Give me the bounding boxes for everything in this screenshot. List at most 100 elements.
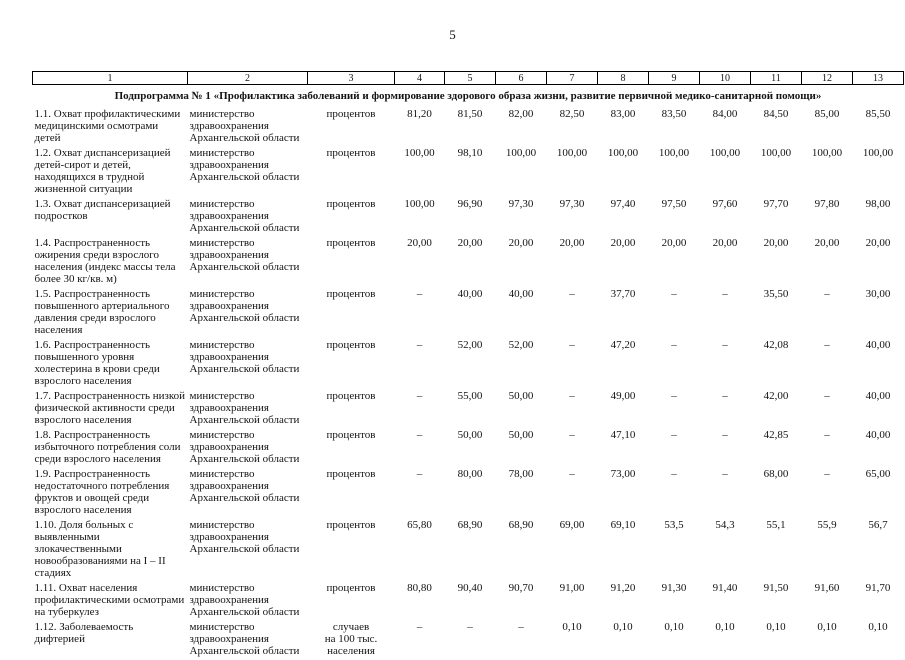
value-cell: –	[569, 288, 575, 300]
indicator-cell: 1.4. Распространенность ожирения среди в…	[34, 237, 176, 285]
value-cell: 20,00	[814, 237, 840, 249]
column-number-cell: 8	[597, 71, 649, 85]
value-cell: –	[569, 390, 575, 402]
table-row: 1.7. Распространенность низкой физическо…	[33, 390, 904, 429]
value-cell: –	[671, 339, 677, 351]
value-cell: 69,00	[559, 519, 585, 531]
value-cell: 91,00	[559, 582, 585, 594]
value-cell: 96,90	[457, 198, 483, 210]
value-cell: 85,00	[814, 108, 840, 120]
value-cell: –	[416, 429, 423, 441]
unit-cell: процентов	[326, 339, 376, 351]
column-number-cell: 5	[444, 71, 496, 85]
executor-cell: министерство здравоохранения Архангельск…	[189, 108, 300, 144]
value-cell: 40,00	[865, 390, 891, 402]
value-cell: 100,00	[556, 147, 588, 159]
unit-cell: процентов	[326, 468, 376, 480]
value-cell: 98,00	[865, 198, 891, 210]
value-cell: 20,00	[508, 237, 534, 249]
value-cell: 53,5	[664, 519, 684, 531]
value-cell: 0,10	[766, 621, 786, 633]
value-cell: 84,50	[763, 108, 789, 120]
value-cell: 80,00	[457, 468, 483, 480]
value-cell: 52,00	[457, 339, 483, 351]
value-cell: 56,7	[868, 519, 888, 531]
value-cell: 98,10	[457, 147, 483, 159]
value-cell: 40,00	[508, 288, 534, 300]
indicator-cell: 1.5. Распространенность повышенного арте…	[34, 288, 170, 336]
value-cell: 97,30	[559, 198, 585, 210]
value-cell: 100,00	[862, 147, 894, 159]
value-cell: 68,90	[457, 519, 483, 531]
value-cell: 90,70	[508, 582, 534, 594]
indicator-cell: 1.6. Распространенность повышенного уров…	[34, 339, 160, 387]
value-cell: 65,00	[865, 468, 891, 480]
value-cell: 30,00	[865, 288, 891, 300]
value-cell: 84,00	[712, 108, 738, 120]
table-row: 1.5. Распространенность повышенного арте…	[33, 288, 904, 339]
table-row: 1.11. Охват населения профилактическими …	[33, 582, 904, 621]
unit-cell: процентов	[326, 147, 376, 159]
value-cell: –	[671, 288, 677, 300]
value-cell: 91,30	[661, 582, 687, 594]
value-cell: 65,80	[407, 519, 432, 531]
value-cell: 42,85	[763, 429, 789, 441]
executor-cell: министерство здравоохранения Архангельск…	[189, 468, 300, 504]
value-cell: 40,00	[865, 429, 891, 441]
executor-cell: министерство здравоохранения Архангельск…	[189, 237, 300, 273]
value-cell: –	[722, 429, 728, 441]
table-header-row: 1 2 3 4 5 6 7 8 9 10 11 12 13	[32, 71, 904, 85]
value-cell: –	[416, 621, 423, 633]
indicator-cell: 1.10. Доля больных с выявленными злокаче…	[34, 519, 166, 579]
value-cell: 82,00	[508, 108, 534, 120]
value-cell: 91,50	[763, 582, 789, 594]
table-row: 1.2. Охват диспансеризацией детей-сирот …	[33, 147, 904, 198]
value-cell: 81,50	[457, 108, 483, 120]
value-cell: –	[416, 468, 423, 480]
indicator-cell: 1.1. Охват профилактическими медицинским…	[34, 108, 181, 144]
column-number-cell: 11	[750, 71, 802, 85]
executor-cell: министерство здравоохранения Архангельск…	[189, 198, 300, 234]
column-number-cell: 13	[852, 71, 904, 85]
indicators-table: 1 2 3 4 5 6 7 8 9 10 11 12 13 Подпрограмма № 1 «Проф…	[32, 71, 904, 660]
value-cell: 55,1	[766, 519, 786, 531]
value-cell: 91,70	[865, 582, 891, 594]
unit-cell: процентов	[326, 198, 376, 210]
executor-cell: министерство здравоохранения Архангельск…	[189, 519, 300, 555]
value-cell: 69,10	[610, 519, 636, 531]
indicator-cell: 1.12. Заболеваемость дифтерией	[34, 621, 134, 645]
indicator-cell: 1.11. Охват населения профилактическими …	[34, 582, 185, 618]
value-cell: 35,50	[763, 288, 789, 300]
indicator-cell: 1.2. Охват диспансеризацией детей-сирот …	[34, 147, 171, 195]
value-cell: 100,00	[658, 147, 690, 159]
unit-cell: процентов	[326, 390, 376, 402]
table-body: 1.1. Охват профилактическими медицинским…	[33, 108, 904, 660]
value-cell: 0,10	[664, 621, 684, 633]
value-cell: 68,90	[508, 519, 534, 531]
executor-cell: министерство здравоохранения Архангельск…	[189, 429, 300, 465]
value-cell: –	[671, 468, 677, 480]
value-cell: 100,00	[607, 147, 639, 159]
value-cell: 91,40	[712, 582, 738, 594]
value-cell: 49,00	[610, 390, 636, 402]
table-row: 1.6. Распространенность повышенного уров…	[33, 339, 904, 390]
value-cell: 20,00	[865, 237, 891, 249]
value-cell: 54,3	[715, 519, 735, 531]
table-row: 1.4. Распространенность ожирения среди в…	[33, 237, 904, 288]
value-cell: 0,10	[562, 621, 582, 633]
value-cell: 100,00	[404, 198, 435, 210]
executor-cell: министерство здравоохранения Архангельск…	[189, 339, 300, 375]
value-cell: 40,00	[865, 339, 891, 351]
column-number-cell: 12	[801, 71, 853, 85]
value-cell: –	[722, 288, 728, 300]
table-row: 1.10. Доля больных с выявленными злокаче…	[33, 519, 904, 582]
value-cell: 55,00	[457, 390, 483, 402]
unit-cell: процентов	[326, 108, 376, 120]
value-cell: 50,00	[508, 429, 534, 441]
value-cell: 40,00	[457, 288, 483, 300]
value-cell: –	[722, 468, 728, 480]
value-cell: 42,08	[763, 339, 789, 351]
table-row: 1.8. Распространенность избыточного потр…	[33, 429, 904, 468]
value-cell: 73,00	[610, 468, 636, 480]
value-cell: 100,00	[760, 147, 792, 159]
